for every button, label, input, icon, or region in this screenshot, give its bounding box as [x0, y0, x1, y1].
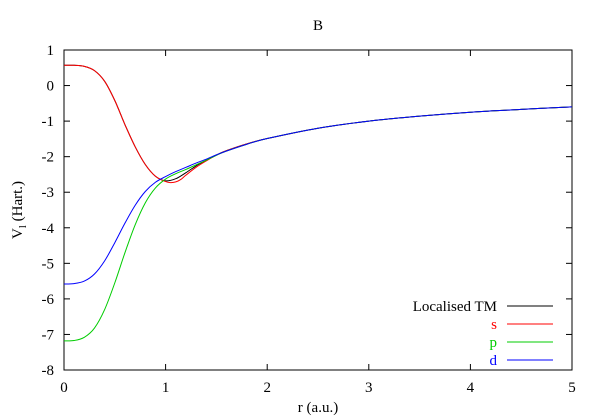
plot-frame: [63, 49, 573, 371]
y-tick-label: -7: [42, 327, 55, 343]
y-axis-title: Vl (Hart.): [10, 181, 29, 239]
y-tick-label: -3: [42, 185, 55, 201]
legend-label-d: d: [490, 353, 498, 369]
series-line-s: [63, 64, 573, 184]
y-axis-title-subscript: l: [17, 225, 29, 228]
x-tick-label: 4: [467, 380, 475, 396]
x-tick-label: 5: [568, 380, 576, 396]
series-line-localised-tm: [63, 64, 573, 182]
legend-label-localised-tm: Localised TM: [413, 299, 497, 315]
axis-ticks: 0 1 2 3 4 5 -8 -7 -6 -5 -4 -3 -2 -1 0 1: [42, 43, 576, 396]
x-tick-label: 0: [60, 380, 68, 396]
y-axis-title-main: V: [10, 228, 26, 239]
legend: Localised TM spd: [413, 299, 553, 369]
y-tick-label: -1: [42, 114, 55, 130]
y-tick-label: -8: [42, 363, 55, 379]
series-lines: [63, 64, 573, 342]
y-tick-label: 1: [47, 43, 55, 59]
y-tick-label: -6: [42, 292, 55, 308]
series-line-d: [63, 106, 573, 285]
y-axis-title-suffix: (Hart.): [10, 181, 26, 225]
chart-title: B: [313, 18, 323, 34]
x-tick-label: 1: [162, 380, 170, 396]
legend-label-p: p: [490, 335, 498, 351]
x-axis-title: r (a.u.): [298, 400, 338, 416]
y-tick-label: 0: [47, 79, 55, 95]
x-tick-label: 3: [365, 380, 373, 396]
y-tick-label: -2: [42, 150, 55, 166]
y-tick-label: -4: [42, 221, 55, 237]
y-tick-label: -5: [42, 256, 55, 272]
legend-label-s: s: [491, 317, 497, 333]
x-tick-label: 2: [263, 380, 271, 396]
